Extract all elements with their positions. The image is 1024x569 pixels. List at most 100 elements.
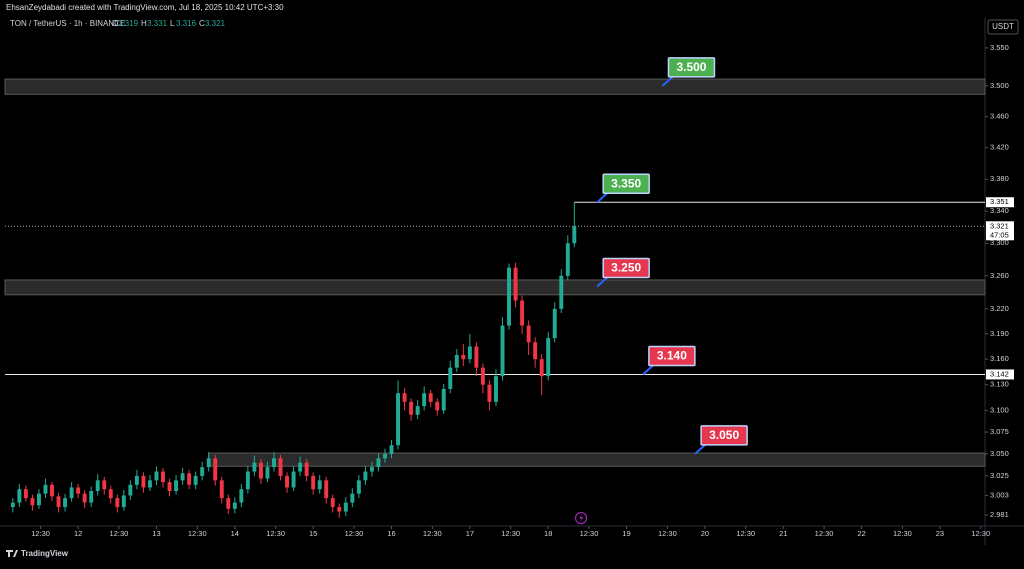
ohlc-value: 3.316 xyxy=(176,19,197,28)
countdown-label: 47:05 xyxy=(990,230,1009,239)
candle-body xyxy=(193,475,198,485)
annotation-pointer xyxy=(694,444,706,455)
currency-label[interactable]: USDT xyxy=(992,22,1014,31)
x-tick-label: 12:30 xyxy=(501,529,520,538)
x-tick-label: 12:30 xyxy=(658,529,677,538)
price-tag xyxy=(986,369,1014,380)
zone xyxy=(4,279,986,296)
candle-body xyxy=(480,367,485,385)
candle-body xyxy=(174,480,179,492)
x-tick-label: 16 xyxy=(387,529,395,538)
annotation-box xyxy=(602,173,650,194)
candle-body xyxy=(304,462,309,476)
y-tick-label: 3.460 xyxy=(990,112,1009,121)
candle-body xyxy=(467,346,472,360)
y-tick-label: 3.130 xyxy=(990,380,1009,389)
candle-body xyxy=(487,384,492,402)
candle-body xyxy=(363,471,368,481)
x-tick-label: 17 xyxy=(466,529,474,538)
candle-body xyxy=(422,393,427,407)
candle-body xyxy=(500,325,505,377)
annotation-box xyxy=(667,57,716,78)
candle-body xyxy=(291,471,296,488)
candle-body xyxy=(513,267,518,301)
candle-body xyxy=(448,367,453,389)
x-tick-label: 23 xyxy=(936,529,944,538)
candle-body xyxy=(409,401,414,415)
candle-body xyxy=(520,300,525,326)
event-icon[interactable] xyxy=(574,511,588,525)
x-tick-label: 12:30 xyxy=(815,529,834,538)
x-tick-label: 12:30 xyxy=(188,529,207,538)
annotation-label: 3.140 xyxy=(657,349,687,363)
candle-body xyxy=(232,502,237,509)
x-tick-label: 19 xyxy=(622,529,630,538)
annotation-pointer xyxy=(642,364,654,376)
candle-body xyxy=(546,338,551,377)
candle-body xyxy=(121,495,126,508)
candle-body xyxy=(337,507,342,512)
candle-body xyxy=(239,489,244,503)
annotation-pointer xyxy=(661,76,674,87)
annotation-box xyxy=(700,425,748,446)
y-tick-label: 3.340 xyxy=(990,206,1009,215)
y-tick-label: 3.190 xyxy=(990,329,1009,338)
x-tick-label: 15 xyxy=(309,529,317,538)
currency-button[interactable] xyxy=(987,19,1019,35)
candle-body xyxy=(219,480,224,499)
x-tick-label: 13 xyxy=(152,529,160,538)
annotation-label: 3.050 xyxy=(709,428,739,442)
candle-body xyxy=(10,502,15,508)
x-tick-label: 12:30 xyxy=(893,529,912,538)
x-tick-label: 20 xyxy=(701,529,709,538)
y-tick-label: 3.160 xyxy=(990,354,1009,363)
candle-body xyxy=(141,475,146,488)
y-tick-label: 3.025 xyxy=(990,471,1009,480)
logo: TradingView xyxy=(6,549,69,558)
candle-body xyxy=(454,354,459,368)
candle-body xyxy=(36,493,41,506)
candle-body xyxy=(559,275,564,309)
x-tick-label: 12:30 xyxy=(580,529,599,538)
candle-body xyxy=(187,473,192,485)
x-tick-label: 12:30 xyxy=(345,529,364,538)
candle-body xyxy=(552,308,557,339)
candle-body xyxy=(43,484,48,494)
candle-body xyxy=(167,482,172,492)
candle-body xyxy=(17,489,22,503)
x-tick-label: 14 xyxy=(231,529,239,538)
annotation-pointer xyxy=(596,276,608,288)
y-tick-label: 3.500 xyxy=(990,81,1009,90)
candle-body xyxy=(180,473,185,481)
symbol: TON / TetherUS · 1h · BINANCE xyxy=(10,19,125,28)
annotation-box xyxy=(602,257,650,279)
price-tag-label: 3.351 xyxy=(990,197,1009,206)
candle-body xyxy=(441,388,446,411)
x-tick-label: 18 xyxy=(544,529,552,538)
annotation-label: 3.350 xyxy=(611,176,641,190)
logo-icon xyxy=(6,550,18,557)
candle-body xyxy=(428,393,433,402)
x-tick-label: 12 xyxy=(74,529,82,538)
candle-body xyxy=(389,445,394,454)
candle-body xyxy=(102,480,107,490)
ohlc-value: 3.319 xyxy=(118,19,139,28)
candle-body xyxy=(343,502,348,512)
candle-body xyxy=(461,354,466,360)
candle-body xyxy=(330,498,335,508)
y-tick-label: 3.075 xyxy=(990,427,1009,436)
candle-body xyxy=(278,458,283,476)
candle-body xyxy=(252,462,257,472)
candle-body xyxy=(565,243,570,276)
candle-body xyxy=(147,480,152,488)
candle-body xyxy=(298,462,303,472)
annotation-label: 3.250 xyxy=(611,261,641,275)
x-tick-label: 12:30 xyxy=(266,529,285,538)
candle-body xyxy=(69,487,74,499)
candle-body xyxy=(258,462,263,479)
candle-body xyxy=(226,498,231,509)
current-price-label: 3.321 xyxy=(990,221,1009,230)
annotation-label: 3.500 xyxy=(676,60,706,74)
candle-body xyxy=(317,480,322,490)
